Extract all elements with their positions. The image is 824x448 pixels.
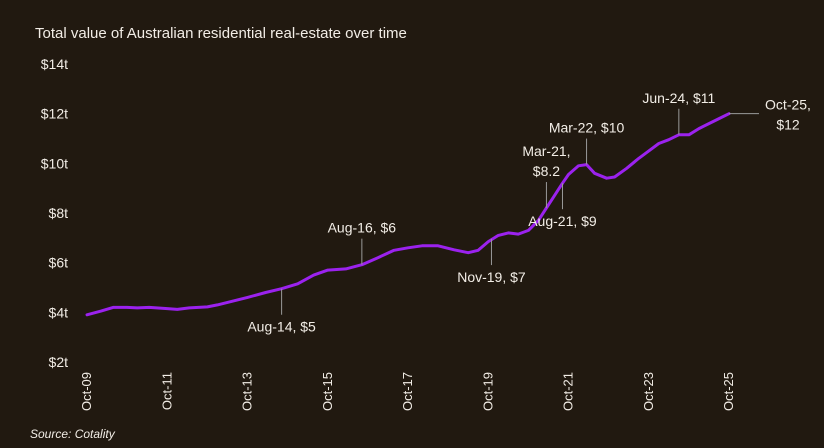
y-tick-label: $6t	[49, 255, 69, 271]
x-tick-label: Oct-09	[79, 372, 94, 411]
annotation-label: Jun-24, $11	[642, 90, 715, 106]
x-axis: Oct-09 Oct-11 Oct-13 Oct-15 Oct-17 Oct-19 Oct-…	[79, 372, 736, 411]
series-line	[85, 112, 731, 317]
x-tick-label: Oct-21	[561, 372, 576, 411]
x-tick-label: Oct-19	[480, 372, 495, 411]
x-tick-label: Oct-13	[240, 372, 255, 411]
series-group	[85, 112, 731, 317]
annotations: Aug-14, $5 Aug-16, $6 Nov-19, $7 Mar-21, $8.…	[247, 90, 811, 335]
x-tick-label: Oct-15	[320, 372, 335, 411]
annotation-label: Oct-25,	[765, 97, 811, 113]
x-tick-label: Oct-11	[159, 372, 174, 410]
annotation-label: Aug-14, $5	[247, 319, 316, 335]
y-tick-label: $2t	[49, 354, 69, 370]
y-axis: $14t $12t $10t $8t $6t $4t $2t	[41, 56, 68, 370]
annotation-label: Nov-19, $7	[457, 269, 526, 285]
chart-title: Total value of Australian residential re…	[35, 25, 407, 42]
y-tick-label: $14t	[41, 56, 68, 72]
y-tick-label: $10t	[41, 155, 68, 171]
y-tick-label: $4t	[49, 304, 69, 320]
annotation-label: $8.2	[533, 163, 560, 179]
source-note: Source: Cotality	[30, 427, 115, 441]
annotation-label: $12	[776, 117, 800, 133]
annotation-label: Mar-21,	[522, 143, 570, 159]
annotation-label: Mar-22, $10	[549, 120, 625, 136]
annotation-label: Aug-21, $9	[528, 213, 597, 229]
x-tick-label: Oct-17	[400, 372, 415, 411]
x-tick-label: Oct-23	[641, 372, 656, 411]
annotation-label: Aug-16, $6	[328, 220, 397, 236]
x-tick-label: Oct-25	[721, 372, 736, 411]
y-tick-label: $8t	[49, 205, 69, 221]
y-tick-label: $12t	[41, 106, 68, 122]
